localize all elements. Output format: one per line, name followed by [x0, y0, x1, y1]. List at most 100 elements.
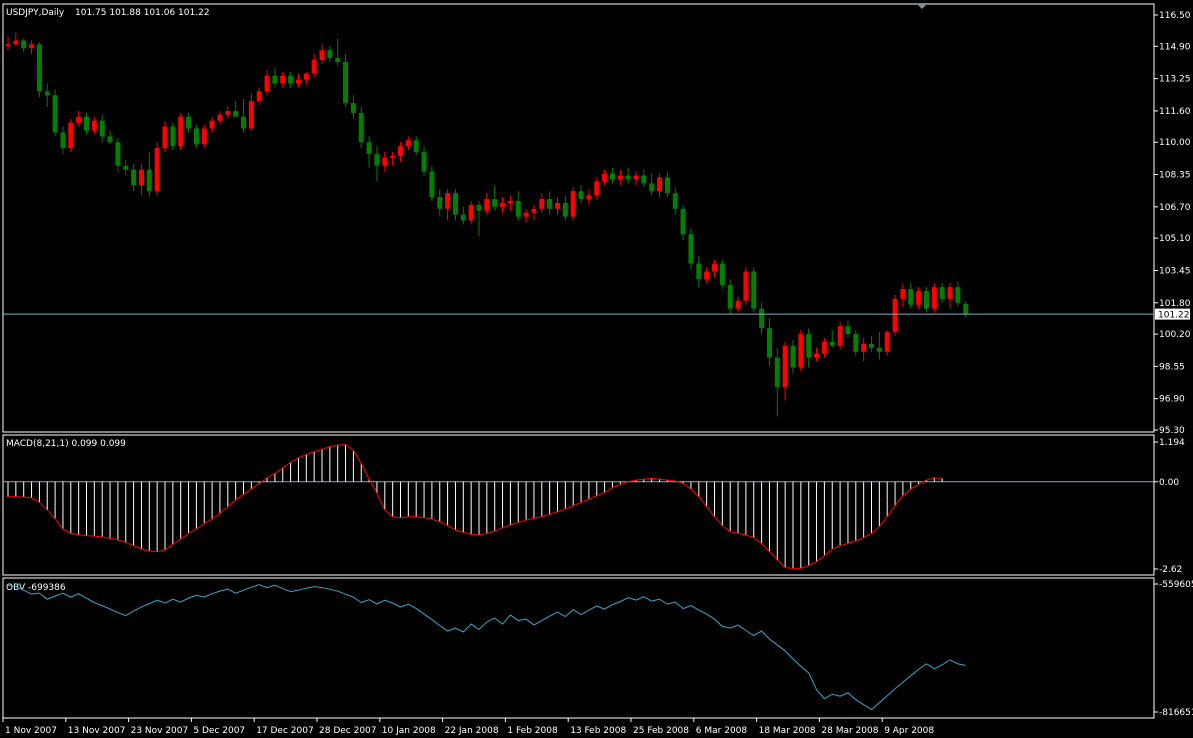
x-tick-label: 18 Mar 2008: [759, 726, 816, 736]
candle-body: [492, 199, 498, 207]
current-price-tag: [1155, 308, 1190, 320]
candle-body: [876, 347, 882, 352]
candle-body: [76, 116, 82, 123]
price-y-tick-label: 103.45: [1159, 266, 1191, 276]
chart-shift-marker-icon[interactable]: [917, 4, 927, 9]
candle-body: [233, 110, 239, 117]
candle-body: [837, 326, 843, 346]
macd-pane-frame: [2, 434, 1155, 576]
price-y-tick-label: 100.20: [1159, 330, 1191, 340]
x-tick-label: 23 Nov 2007: [131, 726, 189, 736]
candle-body: [515, 200, 521, 217]
candle-body: [280, 75, 286, 84]
x-tick-label: 6 Mar 2008: [696, 726, 748, 736]
macd-y-tick-label: 0.00: [1159, 478, 1179, 488]
candle-body: [649, 183, 655, 192]
macd-y-tick-label: 1.194: [1159, 438, 1185, 448]
x-tick-label: 9 Apr 2008: [884, 726, 934, 736]
price-y-tick-label: 101.80: [1159, 299, 1191, 309]
candle-body: [680, 208, 686, 235]
candle-body: [712, 263, 717, 272]
candle-body: [60, 132, 66, 149]
candle-body: [751, 271, 757, 309]
price-y-tick-label: 105.10: [1159, 234, 1191, 244]
candle-body: [123, 165, 129, 170]
price-y-tick-label: 113.25: [1159, 75, 1191, 85]
candle-body: [586, 195, 592, 200]
candle-body: [146, 169, 152, 192]
candle-body: [617, 175, 623, 180]
candle-body: [468, 204, 474, 221]
candle-body: [21, 40, 27, 49]
candle-body: [955, 287, 961, 303]
price-y-tick-label: 114.90: [1159, 42, 1191, 52]
candle-body: [107, 136, 113, 143]
candle-body: [68, 122, 74, 149]
candle-body: [374, 153, 380, 166]
candle-body: [641, 175, 647, 184]
candle-body: [5, 44, 11, 47]
candle-body: [390, 155, 396, 158]
obv-y-axis: -559605 -816651: [1154, 580, 1193, 718]
candle-body: [609, 173, 615, 180]
candle-body: [782, 345, 788, 387]
candle-body: [602, 173, 608, 182]
candle-body: [272, 75, 278, 84]
candle-body: [115, 142, 121, 166]
candle-body: [947, 287, 953, 299]
price-y-tick-label: 96.90: [1159, 395, 1185, 405]
candle-body: [625, 175, 631, 180]
macd-label: MACD(8,21,1) 0.099 0.099: [6, 439, 126, 449]
candle-body: [217, 114, 223, 121]
candle-body: [892, 298, 898, 333]
candle-body: [382, 157, 388, 166]
candle-body: [131, 169, 137, 186]
candle-body: [52, 95, 58, 133]
x-tick-label: 1 Nov 2007: [5, 726, 57, 736]
candle-body: [719, 263, 725, 286]
candle-body: [633, 175, 639, 180]
candle-body: [790, 345, 796, 368]
candle-body: [295, 79, 301, 84]
obv-y-tick-label: -559605: [1159, 580, 1193, 590]
candle-body: [452, 193, 458, 215]
x-axis: 1 Nov 2007 13 Nov 2007 23 Nov 2007 5 Dec 20…: [2, 718, 934, 736]
candle-body: [421, 152, 427, 172]
price-y-tick-label: 110.00: [1159, 138, 1191, 148]
candle-body: [562, 202, 568, 217]
candle-body: [759, 308, 765, 329]
candle-body: [861, 343, 867, 352]
candle-body: [311, 60, 317, 74]
candle-body: [594, 181, 600, 196]
candle-body: [154, 148, 160, 192]
candle-body: [853, 334, 859, 352]
candle-body: [99, 120, 105, 137]
candle-body: [162, 126, 168, 149]
x-tick-label: 1 Feb 2008: [507, 726, 558, 736]
candle-body: [303, 73, 309, 80]
macd-y-axis: 1.194 0.00 -2.62: [1154, 438, 1185, 575]
candle-body: [578, 191, 584, 200]
candle-body: [963, 303, 969, 315]
candle-body: [500, 202, 506, 207]
candle-body: [178, 116, 184, 147]
x-tick-label: 22 Jan 2008: [445, 726, 499, 736]
candle-body: [523, 212, 529, 217]
price-y-tick-label: 98.55: [1159, 362, 1185, 372]
price-y-tick-label: 106.70: [1159, 203, 1191, 213]
candle-body: [476, 204, 482, 211]
candle-body: [939, 287, 945, 299]
candle-body: [437, 197, 443, 209]
candle-body: [225, 110, 231, 115]
candle-body: [413, 140, 419, 153]
candle-body: [507, 200, 513, 203]
candle-body: [201, 128, 207, 145]
candle-body: [845, 326, 851, 335]
candle-body: [916, 291, 922, 305]
candle-body: [335, 58, 341, 62]
candle-body: [672, 193, 678, 209]
candle-body: [170, 126, 176, 147]
candle-body: [735, 300, 741, 309]
